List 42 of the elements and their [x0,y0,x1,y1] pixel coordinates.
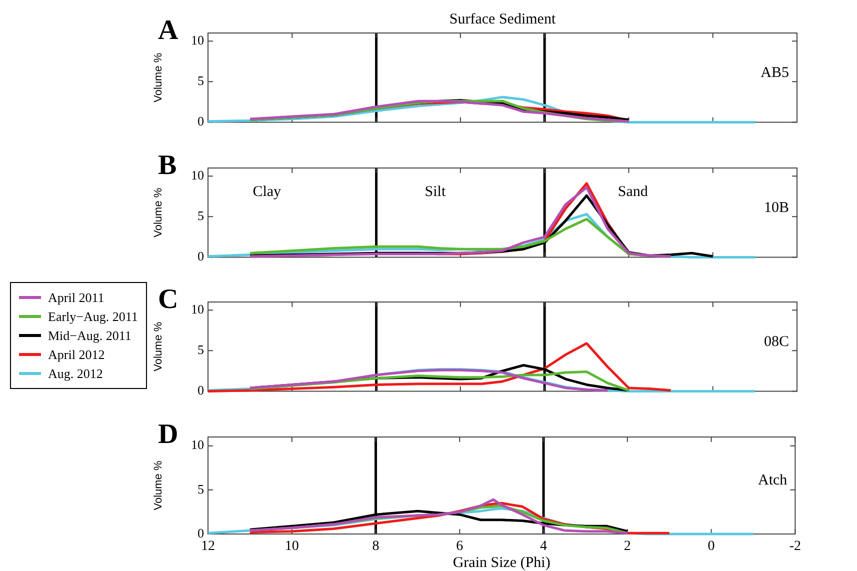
legend-label: April 2012 [48,346,105,362]
annotation: Sand [618,184,648,200]
x-tick-label: 0 [708,538,715,554]
x-tick-label: 12 [201,538,215,554]
x-tick-label: 8 [372,538,380,554]
x-tick-label: 10 [284,538,299,554]
legend-label: Mid−Aug. 2011 [48,328,132,344]
y-tick-label: 0 [198,248,204,264]
x-axis-title: Grain Size (Phi) [452,554,550,570]
legend-label: April 2011 [48,290,104,306]
chart-title: C [158,284,178,315]
chart-title: A [158,15,179,46]
y-tick-label: 10 [191,302,204,317]
legend-label: Aug. 2012 [48,366,103,382]
chart-title: B [158,150,177,180]
y-axis-title: Volume % [152,322,165,372]
y-tick-label: 5 [198,208,204,223]
y-tick-label: 0 [198,114,204,129]
annotation: 08C [764,334,789,350]
y-tick-label: 0 [198,524,204,540]
annotation: 10B [764,200,789,216]
chart-title: D [158,418,178,450]
y-tick-label: 5 [198,73,204,88]
x-tick-label: -2 [789,538,802,554]
annotation: AB5 [760,65,789,82]
y-tick-label: 10 [191,32,204,48]
y-tick-label: 10 [191,436,204,452]
y-tick-label: 0 [198,382,204,398]
y-axis-title: Volume % [152,52,165,102]
y-tick-label: 10 [191,167,204,182]
x-tick-label: 4 [540,538,548,554]
annotation: Clay [252,184,282,200]
y-tick-label: 5 [198,480,204,496]
chart-subtitle: Surface Sediment [449,11,556,28]
annotation: Silt [424,184,446,200]
x-tick-label: 2 [624,538,631,554]
legend-label: Early−Aug. 2011 [48,308,138,324]
x-tick-label: 6 [456,538,464,554]
y-axis-title: Volume % [152,187,165,237]
annotation: Atch [758,472,788,488]
y-axis-title: Volume % [152,460,165,510]
y-tick-label: 5 [198,342,204,358]
